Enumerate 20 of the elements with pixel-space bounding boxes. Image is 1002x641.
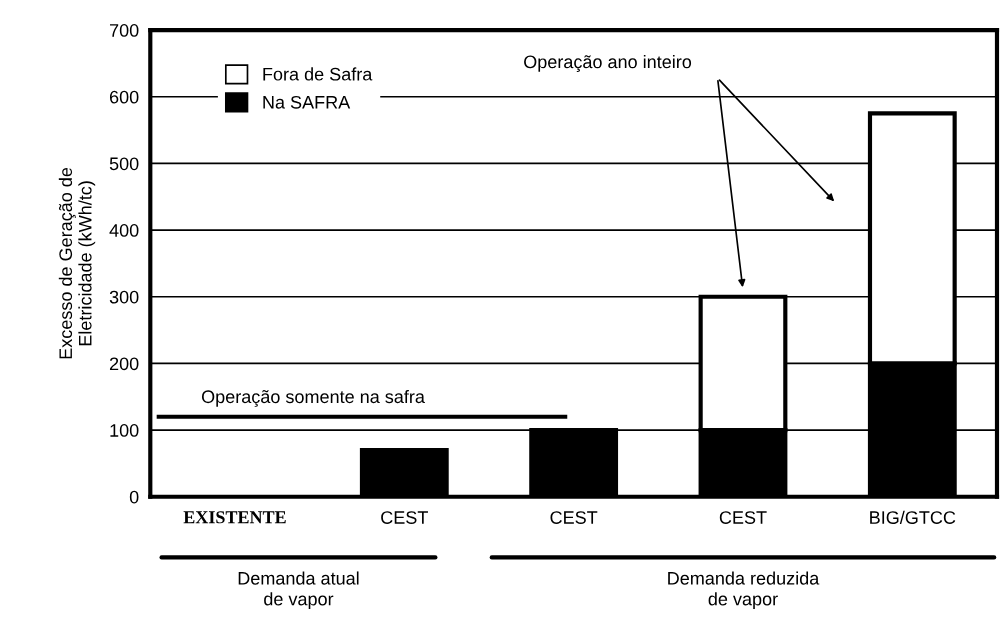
y-tick-label: 700 xyxy=(109,24,139,37)
y-tick-label: 100 xyxy=(110,424,139,437)
y-tick-label: 200 xyxy=(109,357,139,371)
y-tick-label: 500 xyxy=(109,157,139,171)
annotation: Operação ano inteiro xyxy=(524,55,692,72)
y-tick-label: 400 xyxy=(109,224,139,237)
text: Demanda atual de vapor xyxy=(238,571,359,610)
y-axis-title: Excesso de Geração de Eletricidade (kWh/tc) xyxy=(58,167,96,359)
y-tick-label: 600 xyxy=(109,90,139,104)
x-tick-label: CEST xyxy=(550,511,598,524)
x-tick-label: CEST xyxy=(381,511,428,524)
ref-line-label: Operação somente na safra xyxy=(201,389,425,407)
text: Demanda reduzida de vapor xyxy=(668,571,820,610)
y-tick-label: 300 xyxy=(109,290,139,304)
legend-label: Fora de Safra xyxy=(263,67,373,81)
x-tick-label: BIG/GTCC xyxy=(870,510,956,524)
x-tick-label: EXISTENTE xyxy=(183,511,286,524)
y-tick-label: 0 xyxy=(129,490,139,504)
legend-label: Na SAFRA xyxy=(263,95,351,109)
x-tick-label: CEST xyxy=(719,511,767,524)
